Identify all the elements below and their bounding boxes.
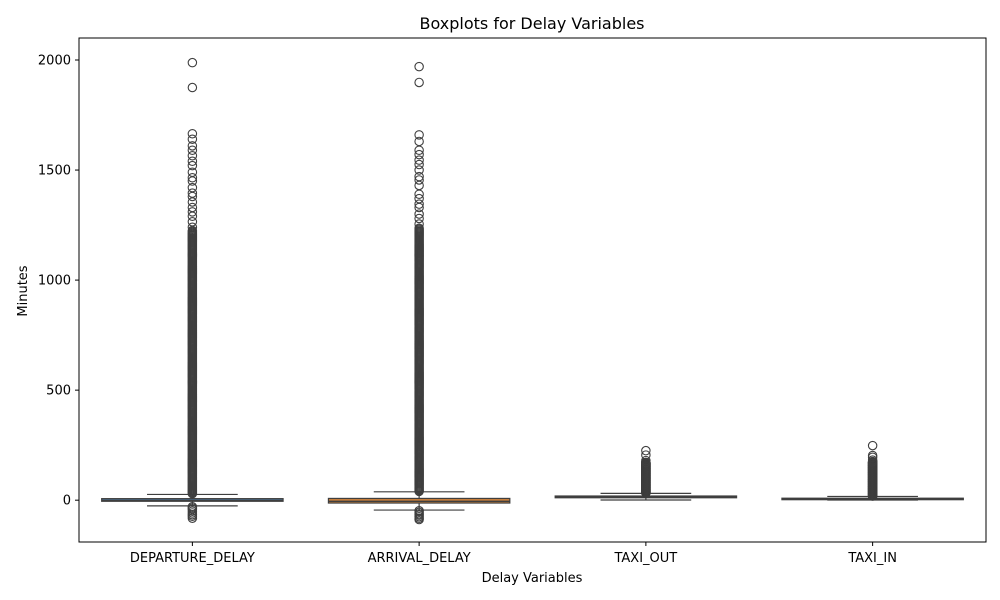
outlier-point-departure-delay	[187, 513, 198, 523]
x-tick-label: DEPARTURE_DELAY	[130, 551, 255, 566]
outlier-point-taxi-in	[867, 455, 878, 465]
outlier-point-arrival-delay	[414, 193, 424, 204]
outlier-point-departure-delay	[187, 207, 198, 217]
plot-area	[101, 57, 964, 525]
outlier-point-arrival-delay	[414, 219, 424, 229]
outlier-point-taxi-out	[641, 445, 651, 456]
plot-frame	[78, 37, 987, 543]
outlier-point-departure-delay	[187, 128, 198, 139]
outlier-point-arrival-delay	[414, 136, 424, 147]
x-tick-label: ARRIVAL_DELAY	[368, 551, 471, 566]
outlier-point-arrival-delay	[414, 61, 424, 72]
outlier-point-departure-delay	[187, 150, 198, 161]
outlier-point-departure-delay	[187, 173, 198, 183]
outlier-point-arrival-delay	[414, 77, 424, 88]
outlier-point-departure-delay	[187, 141, 198, 151]
outlier-point-arrival-delay	[414, 159, 424, 170]
y-tick-label: 2000	[38, 54, 71, 69]
outlier-point-departure-delay	[187, 145, 198, 155]
outlier-point-taxi-out	[641, 450, 651, 460]
outlier-point-departure-delay	[187, 167, 198, 178]
y-tick-label: 500	[46, 384, 71, 399]
outlier-point-arrival-delay	[414, 171, 424, 182]
outlier-point-departure-delay	[187, 134, 198, 144]
y-axis-label: Minutes	[16, 265, 31, 316]
outlier-point-departure-delay	[187, 202, 198, 213]
outlier-point-departure-delay	[187, 188, 198, 198]
x-tick-label: TAXI_IN	[847, 551, 897, 566]
outlier-point-departure-delay	[187, 57, 198, 68]
outlier-point-arrival-delay	[414, 130, 424, 140]
outlier-point-arrival-delay	[414, 213, 424, 224]
outlier-point-arrival-delay	[414, 155, 424, 165]
outlier-point-departure-delay	[187, 217, 198, 227]
outlier-point-departure-delay	[187, 82, 198, 93]
outlier-point-arrival-delay	[414, 223, 424, 234]
chart-title: Boxplots for Delay Variables	[420, 14, 645, 33]
outlier-point-arrival-delay	[414, 209, 424, 219]
outlier-point-departure-delay	[187, 182, 198, 193]
outlier-point-taxi-in	[867, 450, 878, 461]
y-tick-label: 1000	[38, 274, 71, 289]
outlier-point-taxi-in	[867, 440, 878, 451]
outlier-point-departure-delay	[187, 160, 198, 171]
outlier-point-arrival-delay	[414, 514, 424, 525]
outlier-point-departure-delay	[187, 156, 198, 166]
outlier-point-departure-delay	[187, 222, 198, 233]
outlier-point-arrival-delay	[414, 165, 424, 175]
outlier-point-arrival-delay	[414, 199, 424, 209]
x-tick-label: TAXI_OUT	[613, 551, 677, 566]
outlier-point-arrival-delay	[414, 149, 424, 160]
y-tick-label: 0	[63, 494, 71, 509]
y-tick-label: 1500	[38, 164, 71, 179]
outlier-point-taxi-out	[641, 455, 651, 466]
x-axis-label: Delay Variables	[482, 571, 583, 586]
outlier-point-arrival-delay	[414, 175, 424, 185]
